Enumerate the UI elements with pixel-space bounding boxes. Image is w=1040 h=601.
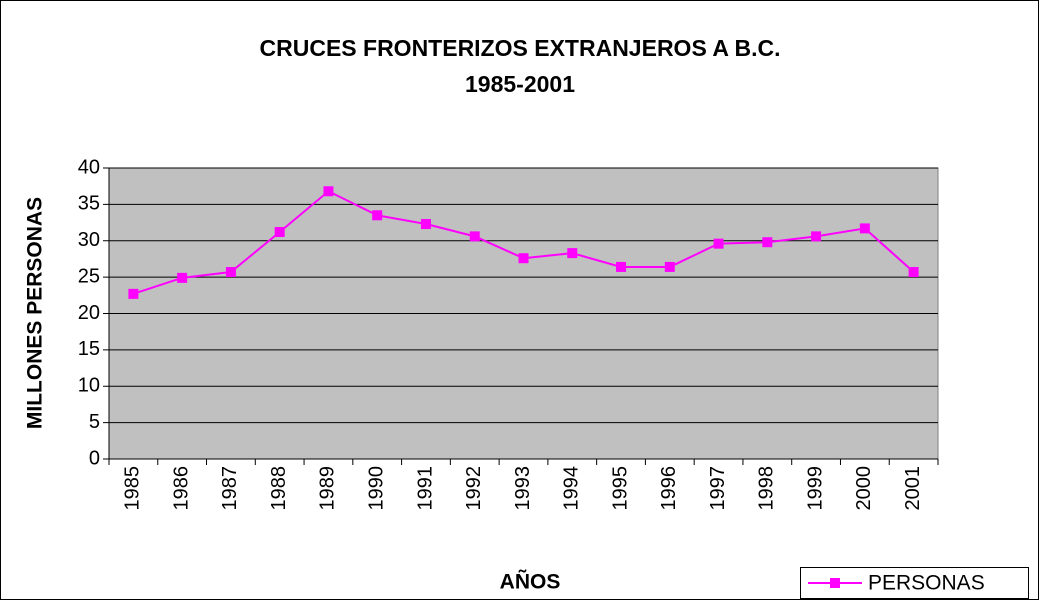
data-point (420, 219, 431, 230)
y-tick-label: 5 (89, 411, 100, 433)
data-point (811, 231, 822, 242)
data-point (274, 227, 285, 238)
data-point (372, 210, 383, 221)
x-tick-label: 1993 (512, 466, 534, 511)
y-tick-label: 0 (89, 447, 100, 469)
data-point (177, 272, 188, 283)
y-tick-label: 20 (78, 302, 100, 324)
x-axis-label: AÑOS (500, 571, 561, 594)
x-tick-label: 1997 (707, 466, 729, 511)
data-point (518, 253, 529, 264)
x-tick-label: 1996 (658, 466, 680, 511)
x-tick-label: 1990 (365, 466, 387, 511)
x-tick-label: 1998 (756, 466, 778, 511)
x-tick-label: 1988 (268, 466, 290, 511)
y-axis-label: MILLONES PERSONAS (24, 197, 47, 429)
data-point (859, 223, 870, 234)
legend-label: PERSONAS (868, 572, 985, 595)
y-tick-label: 25 (78, 265, 100, 287)
x-tick-label: 1999 (804, 466, 826, 511)
x-tick-label: 1987 (219, 466, 241, 511)
chart-title: CRUCES FRONTERIZOS EXTRANJEROS A B.C. 19… (259, 35, 781, 97)
data-point (469, 231, 480, 242)
x-tick-label: 2001 (902, 466, 924, 511)
y-tick-label: 35 (78, 193, 100, 215)
x-tick-label: 1989 (317, 466, 339, 511)
x-tick-label: 1986 (170, 466, 192, 511)
x-tick-label: 1994 (561, 466, 583, 511)
data-point (567, 248, 578, 259)
x-tick-label: 2000 (853, 466, 875, 511)
x-tick-label: 1995 (609, 466, 631, 511)
x-tick-label: 1992 (463, 466, 485, 511)
y-tick-label: 15 (78, 338, 100, 360)
data-point (908, 267, 919, 278)
data-point (323, 186, 334, 197)
data-point (664, 261, 675, 272)
x-tick-label: 1991 (414, 466, 436, 511)
data-point (713, 238, 724, 249)
legend-marker (830, 578, 840, 588)
data-point (225, 267, 236, 278)
x-tick-label: 1985 (122, 466, 144, 511)
y-tick-label: 30 (78, 229, 100, 251)
y-tick-label: 10 (78, 375, 100, 397)
data-point (762, 237, 773, 248)
y-tick-label: 40 (78, 156, 100, 178)
data-point (616, 261, 627, 272)
data-point (128, 288, 139, 299)
